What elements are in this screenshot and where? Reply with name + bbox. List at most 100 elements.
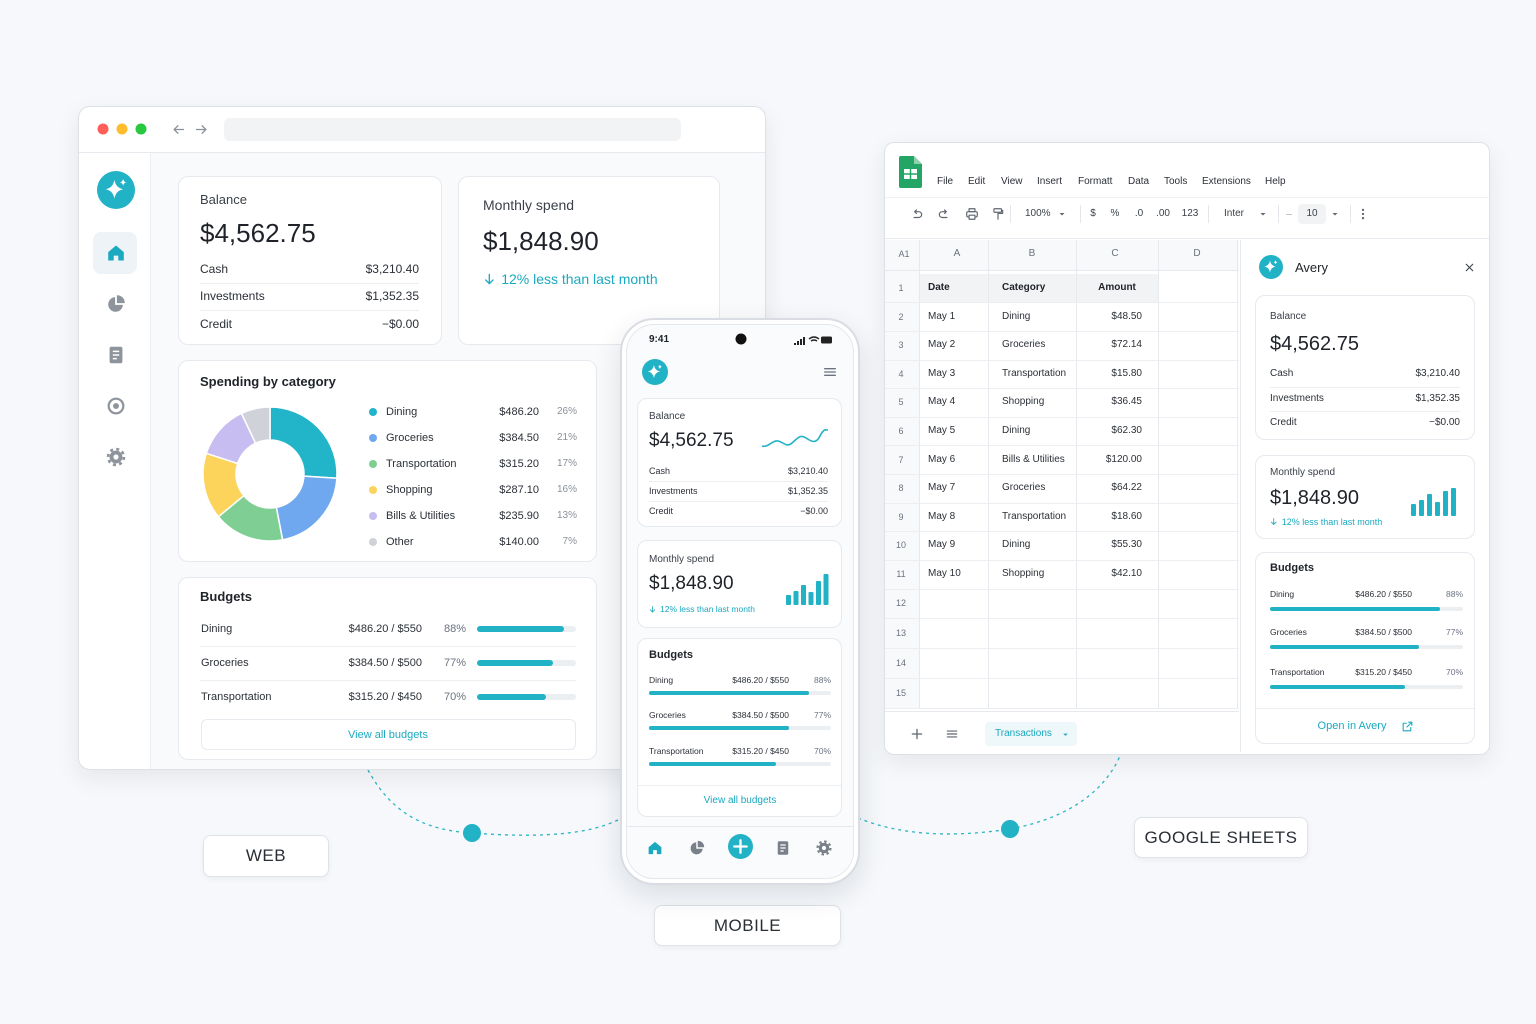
icon-print[interactable] (965, 207, 979, 221)
window-controls (97, 123, 147, 135)
legend-amount: $384.50 (499, 432, 539, 444)
icon-doc[interactable] (105, 344, 127, 366)
toolbar-item[interactable]: % (1110, 208, 1120, 219)
menu-item[interactable]: Edit (968, 176, 986, 187)
font-size-box[interactable] (1298, 204, 1326, 224)
mini-bar (823, 574, 829, 605)
icon-more[interactable] (1356, 207, 1370, 221)
icon-shape (938, 209, 948, 219)
divider (885, 648, 1239, 649)
icon-down (650, 605, 656, 613)
divider (1270, 411, 1460, 412)
legend-amount: $140.00 (499, 536, 539, 548)
icon-fwd[interactable] (194, 122, 209, 137)
icon-doc[interactable] (774, 839, 792, 857)
icon-home[interactable] (646, 839, 664, 857)
toolbar-item[interactable]: .00 (1156, 208, 1170, 219)
divider (200, 646, 576, 647)
icon-lines[interactable] (945, 727, 959, 741)
balance-amount: $4,562.75 (1270, 333, 1359, 355)
budget-bar (477, 626, 565, 632)
sparkline-line (761, 428, 829, 448)
budgets-title: Budgets (200, 589, 252, 604)
icon-shape (106, 447, 126, 467)
platform-label: GOOGLE SHEETS (1144, 827, 1298, 847)
menu-item[interactable]: Help (1265, 176, 1286, 187)
icon-ext[interactable] (1401, 720, 1414, 733)
toolbar-item[interactable]: 123 (1181, 208, 1199, 219)
table-cell: $42.10 (1111, 568, 1142, 579)
menu-item[interactable]: Data (1128, 176, 1150, 187)
budget-name: Transportation (201, 691, 272, 703)
toolbar-separator (1010, 205, 1011, 223)
table-cell: May 2 (928, 339, 956, 351)
toolbar-item[interactable]: Inter (1224, 208, 1245, 219)
balance-label: Balance (1270, 311, 1307, 322)
icon-gear[interactable] (815, 839, 833, 857)
camera-dot (735, 333, 747, 345)
toolbar-item[interactable]: .0 (1134, 208, 1144, 219)
divider (885, 197, 1489, 198)
icon-gear[interactable] (105, 446, 127, 468)
table-cell: $36.45 (1111, 396, 1142, 408)
balance-row-value: $1,352.35 (1415, 393, 1461, 404)
row-number: 1 (898, 283, 904, 293)
icon-pie[interactable] (688, 839, 706, 857)
menu-item[interactable]: Extensions (1202, 176, 1251, 187)
address-bar[interactable] (224, 118, 681, 141)
icon-shape (1062, 733, 1068, 736)
budget-name: Groceries (649, 709, 686, 720)
sheet-tab[interactable] (985, 722, 1077, 746)
icon-pie[interactable] (105, 293, 127, 315)
menu-item[interactable]: Insert (1037, 176, 1063, 187)
mini-bar (1451, 488, 1456, 516)
toolbar-item[interactable]: 10 (1306, 208, 1318, 219)
icon-home[interactable] (105, 242, 127, 264)
menu-item[interactable]: View (1001, 176, 1023, 187)
view-all-button[interactable] (201, 719, 576, 750)
icon-paint[interactable] (991, 207, 1005, 221)
monthly-spend-label: Monthly spend (649, 554, 715, 565)
menu-item[interactable]: Formatt (1078, 176, 1113, 187)
sheet-tab-label[interactable]: Transactions (995, 728, 1052, 739)
icon-lines[interactable] (822, 364, 838, 380)
icon-shape (650, 605, 656, 613)
mini-bar (1443, 491, 1448, 516)
icon-target[interactable] (105, 395, 127, 417)
legend-dot-fill (369, 512, 377, 520)
budget-spent: $384.50 / $500 (732, 709, 789, 720)
icon-pluscircle[interactable] (727, 833, 753, 859)
icon-back[interactable] (171, 122, 186, 137)
donut-segment (269, 406, 338, 480)
icon-logo (97, 171, 135, 209)
column-header-row (885, 240, 1239, 270)
icon-redo[interactable] (937, 207, 951, 221)
menu-item[interactable]: Tools (1164, 176, 1188, 187)
toolbar-item[interactable]: 100% (1025, 208, 1051, 219)
icon-close[interactable] (1463, 261, 1476, 274)
budget-spent: $315.20 / $450 (1355, 666, 1412, 677)
open-in-avery[interactable]: Open in Avery (1317, 720, 1387, 732)
view-all-link[interactable]: View all budgets (348, 729, 428, 741)
table-cell: Groceries (1002, 482, 1046, 494)
menu-item[interactable]: File (937, 176, 954, 187)
divider (885, 474, 1239, 475)
sparkline (761, 428, 829, 448)
camera (735, 333, 747, 345)
budget-bar (649, 762, 777, 766)
icon-undo[interactable] (910, 207, 924, 221)
divider (1270, 386, 1460, 388)
icon-shape (484, 273, 494, 284)
icon-plus[interactable] (910, 727, 924, 741)
budget-name: Dining (201, 623, 233, 635)
mini-bar (1419, 500, 1424, 516)
icon-shape (997, 209, 1004, 220)
table-cell: Shopping (1002, 396, 1045, 408)
toolbar-separator (1278, 205, 1279, 223)
toolbar-item[interactable]: $ (1090, 208, 1096, 219)
view-all-link[interactable]: View all budgets (703, 795, 777, 806)
divider (885, 238, 1489, 239)
donut-segment (240, 406, 271, 445)
status-time: 9:41 (648, 334, 669, 345)
